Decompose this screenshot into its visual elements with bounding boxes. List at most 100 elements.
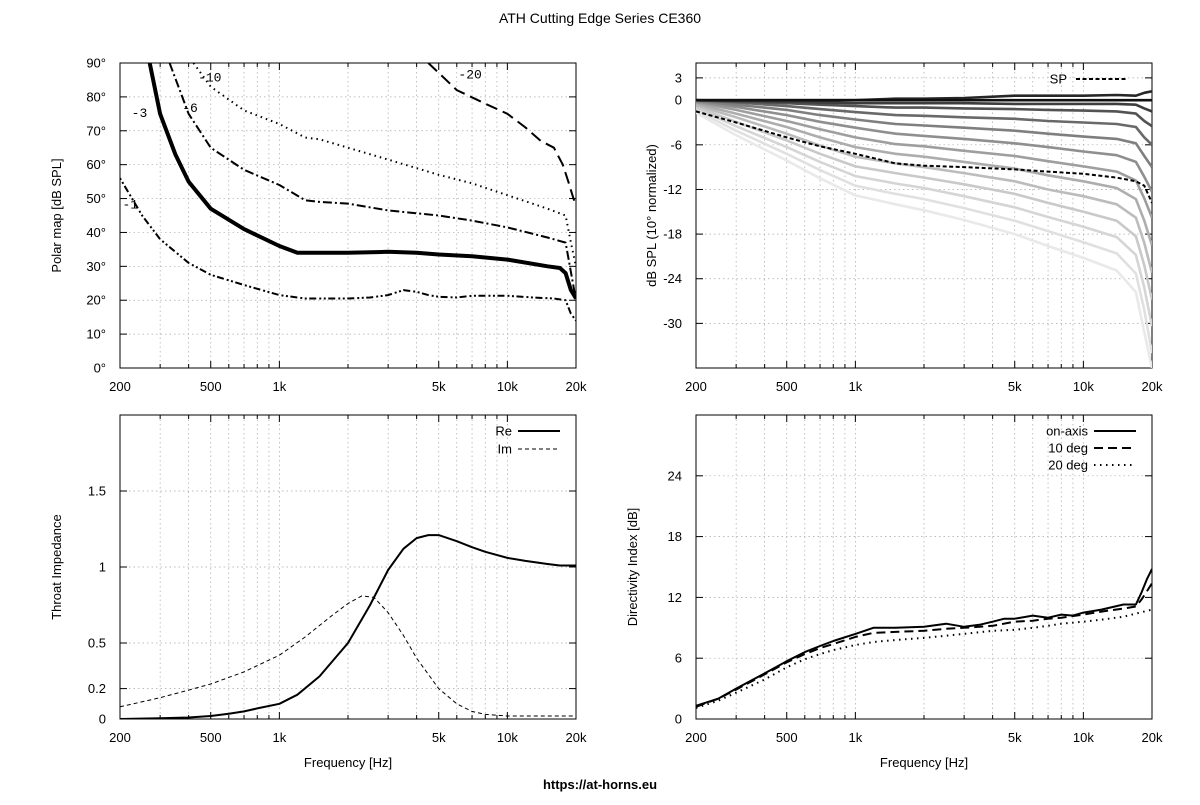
- legend-label: 20 deg: [1048, 458, 1088, 473]
- polar-contours: [120, 63, 576, 322]
- contour-line: [147, 63, 576, 300]
- y-tick-label: 90°: [86, 56, 106, 71]
- contour-line: [168, 63, 576, 301]
- x-tick-label: 5k: [1008, 379, 1022, 394]
- di-line: [696, 568, 1152, 707]
- x-tick-label: 10k: [497, 379, 518, 394]
- y-tick-label: 0: [675, 93, 682, 108]
- angle-curve: [696, 98, 1152, 146]
- y-tick-label: -30: [663, 316, 682, 331]
- angle-curve: [696, 100, 1152, 193]
- angle-curve: [696, 109, 1152, 354]
- y-tick-label: 0.2: [88, 681, 106, 696]
- x-tick-label: 1k: [848, 379, 862, 394]
- angle-curve: [696, 104, 1152, 274]
- y-tick-label: -6: [670, 137, 682, 152]
- x-tick-label: 5k: [432, 379, 446, 394]
- angle-curve: [696, 101, 1152, 219]
- contour-line: [120, 177, 576, 322]
- x-tick-label: 500: [776, 730, 798, 745]
- page-title: ATH Cutting Edge Series CE360: [499, 10, 701, 26]
- x-tick-label: 5k: [1008, 730, 1022, 745]
- y-tick-label: 12: [668, 590, 682, 605]
- y-tick-label: 60°: [86, 157, 106, 172]
- y-tick-label: 1.5: [88, 484, 106, 499]
- x-tick-label: 20k: [566, 730, 587, 745]
- angle-curve: [696, 105, 1152, 300]
- impedance-curves: [120, 534, 576, 719]
- x-tick-label: 200: [685, 379, 707, 394]
- directivity-index-chart: 200 500 1k 5k 10k 20k 0 6 12 18 24 Directivity Inde…: [625, 414, 1163, 770]
- y-tick-label: 50°: [86, 191, 106, 206]
- y-tick-label: 80°: [86, 89, 106, 104]
- x-tick-label: 20k: [566, 379, 587, 394]
- x-tick-label: 1k: [272, 379, 286, 394]
- x-tick-label: 20k: [1142, 730, 1163, 745]
- angle-curve: [696, 102, 1152, 246]
- x-axis-label: Frequency [Hz]: [304, 755, 392, 770]
- polar-map-chart: 200 500 1k 5k 10k 20k 0° 10° 20° 30° 40° 50° 60° 70° 8…: [49, 56, 587, 395]
- x-tick-label: 200: [109, 730, 131, 745]
- angle-curve: [696, 98, 1152, 128]
- y-tick-label: -24: [663, 271, 682, 286]
- impedance-line: [120, 534, 576, 719]
- y-tick-label: 0: [99, 712, 106, 727]
- x-tick-label: 20k: [1142, 379, 1163, 394]
- angle-curve: [696, 107, 1152, 327]
- legend-label: on-axis: [1046, 424, 1088, 439]
- x-tick-label: 10k: [1073, 379, 1094, 394]
- y-tick-label: 20°: [86, 293, 106, 308]
- legend-label: Re: [495, 424, 512, 439]
- x-tick-label: 5k: [432, 730, 446, 745]
- angle-curve: [696, 98, 1152, 113]
- y-axis-label: dB SPL (10° normalized): [644, 144, 659, 287]
- legend-label: SP: [1050, 72, 1067, 87]
- x-tick-label: 200: [109, 379, 131, 394]
- y-tick-label: 3: [675, 70, 682, 85]
- contour-line: [192, 63, 576, 267]
- y-tick-label: 10°: [86, 327, 106, 342]
- sp-curve: [696, 110, 1152, 204]
- x-tick-label: 10k: [497, 730, 518, 745]
- contour-label: -10: [198, 71, 221, 86]
- y-tick-label: 70°: [86, 123, 106, 138]
- y-axis-label: Directivity Index [dB]: [625, 508, 640, 627]
- throat-impedance-chart: 200 500 1k 5k 10k 20k 0 0.2 0.5 1 1.5 Throat Impeda…: [49, 414, 587, 770]
- contour-label: -6: [182, 101, 198, 116]
- x-axis-label: Frequency [Hz]: [880, 755, 968, 770]
- y-tick-label: 1: [99, 560, 106, 575]
- spl-normalized-chart: 200 500 1k 5k 10k 20k 3 0 -6 -12 -18 -24 -30 dB SPL (…: [644, 62, 1163, 394]
- angle-curve: [696, 99, 1152, 168]
- contour-label: -20: [458, 67, 481, 82]
- legend-label: Im: [498, 442, 512, 457]
- y-tick-label: 40°: [86, 225, 106, 240]
- y-axis-label: Polar map [dB SPL]: [49, 158, 64, 272]
- contour-label: -3: [132, 106, 148, 121]
- contour-line: [427, 63, 576, 206]
- x-tick-label: 500: [776, 379, 798, 394]
- contour-label: -1: [122, 198, 138, 213]
- x-tick-label: 200: [685, 730, 707, 745]
- x-tick-label: 500: [200, 379, 222, 394]
- x-tick-label: 1k: [848, 730, 862, 745]
- y-tick-label: -12: [663, 182, 682, 197]
- y-tick-label: 18: [668, 529, 682, 544]
- y-tick-label: 0: [675, 712, 682, 727]
- di-line: [696, 582, 1152, 708]
- y-tick-label: 0°: [94, 361, 106, 376]
- y-tick-label: -18: [663, 227, 682, 242]
- x-tick-label: 10k: [1073, 730, 1094, 745]
- x-tick-label: 1k: [272, 730, 286, 745]
- x-tick-label: 500: [200, 730, 222, 745]
- spl-curves: [696, 90, 1152, 368]
- footer-url: https://at-horns.eu: [543, 777, 657, 792]
- y-tick-label: 0.5: [88, 636, 106, 651]
- angle-curve: [696, 111, 1152, 368]
- di-curves: [696, 568, 1152, 709]
- y-tick-label: 6: [675, 651, 682, 666]
- di-line: [696, 608, 1152, 709]
- y-tick-label: 24: [668, 468, 682, 483]
- legend-label: 10 deg: [1048, 441, 1088, 456]
- y-tick-label: 30°: [86, 259, 106, 274]
